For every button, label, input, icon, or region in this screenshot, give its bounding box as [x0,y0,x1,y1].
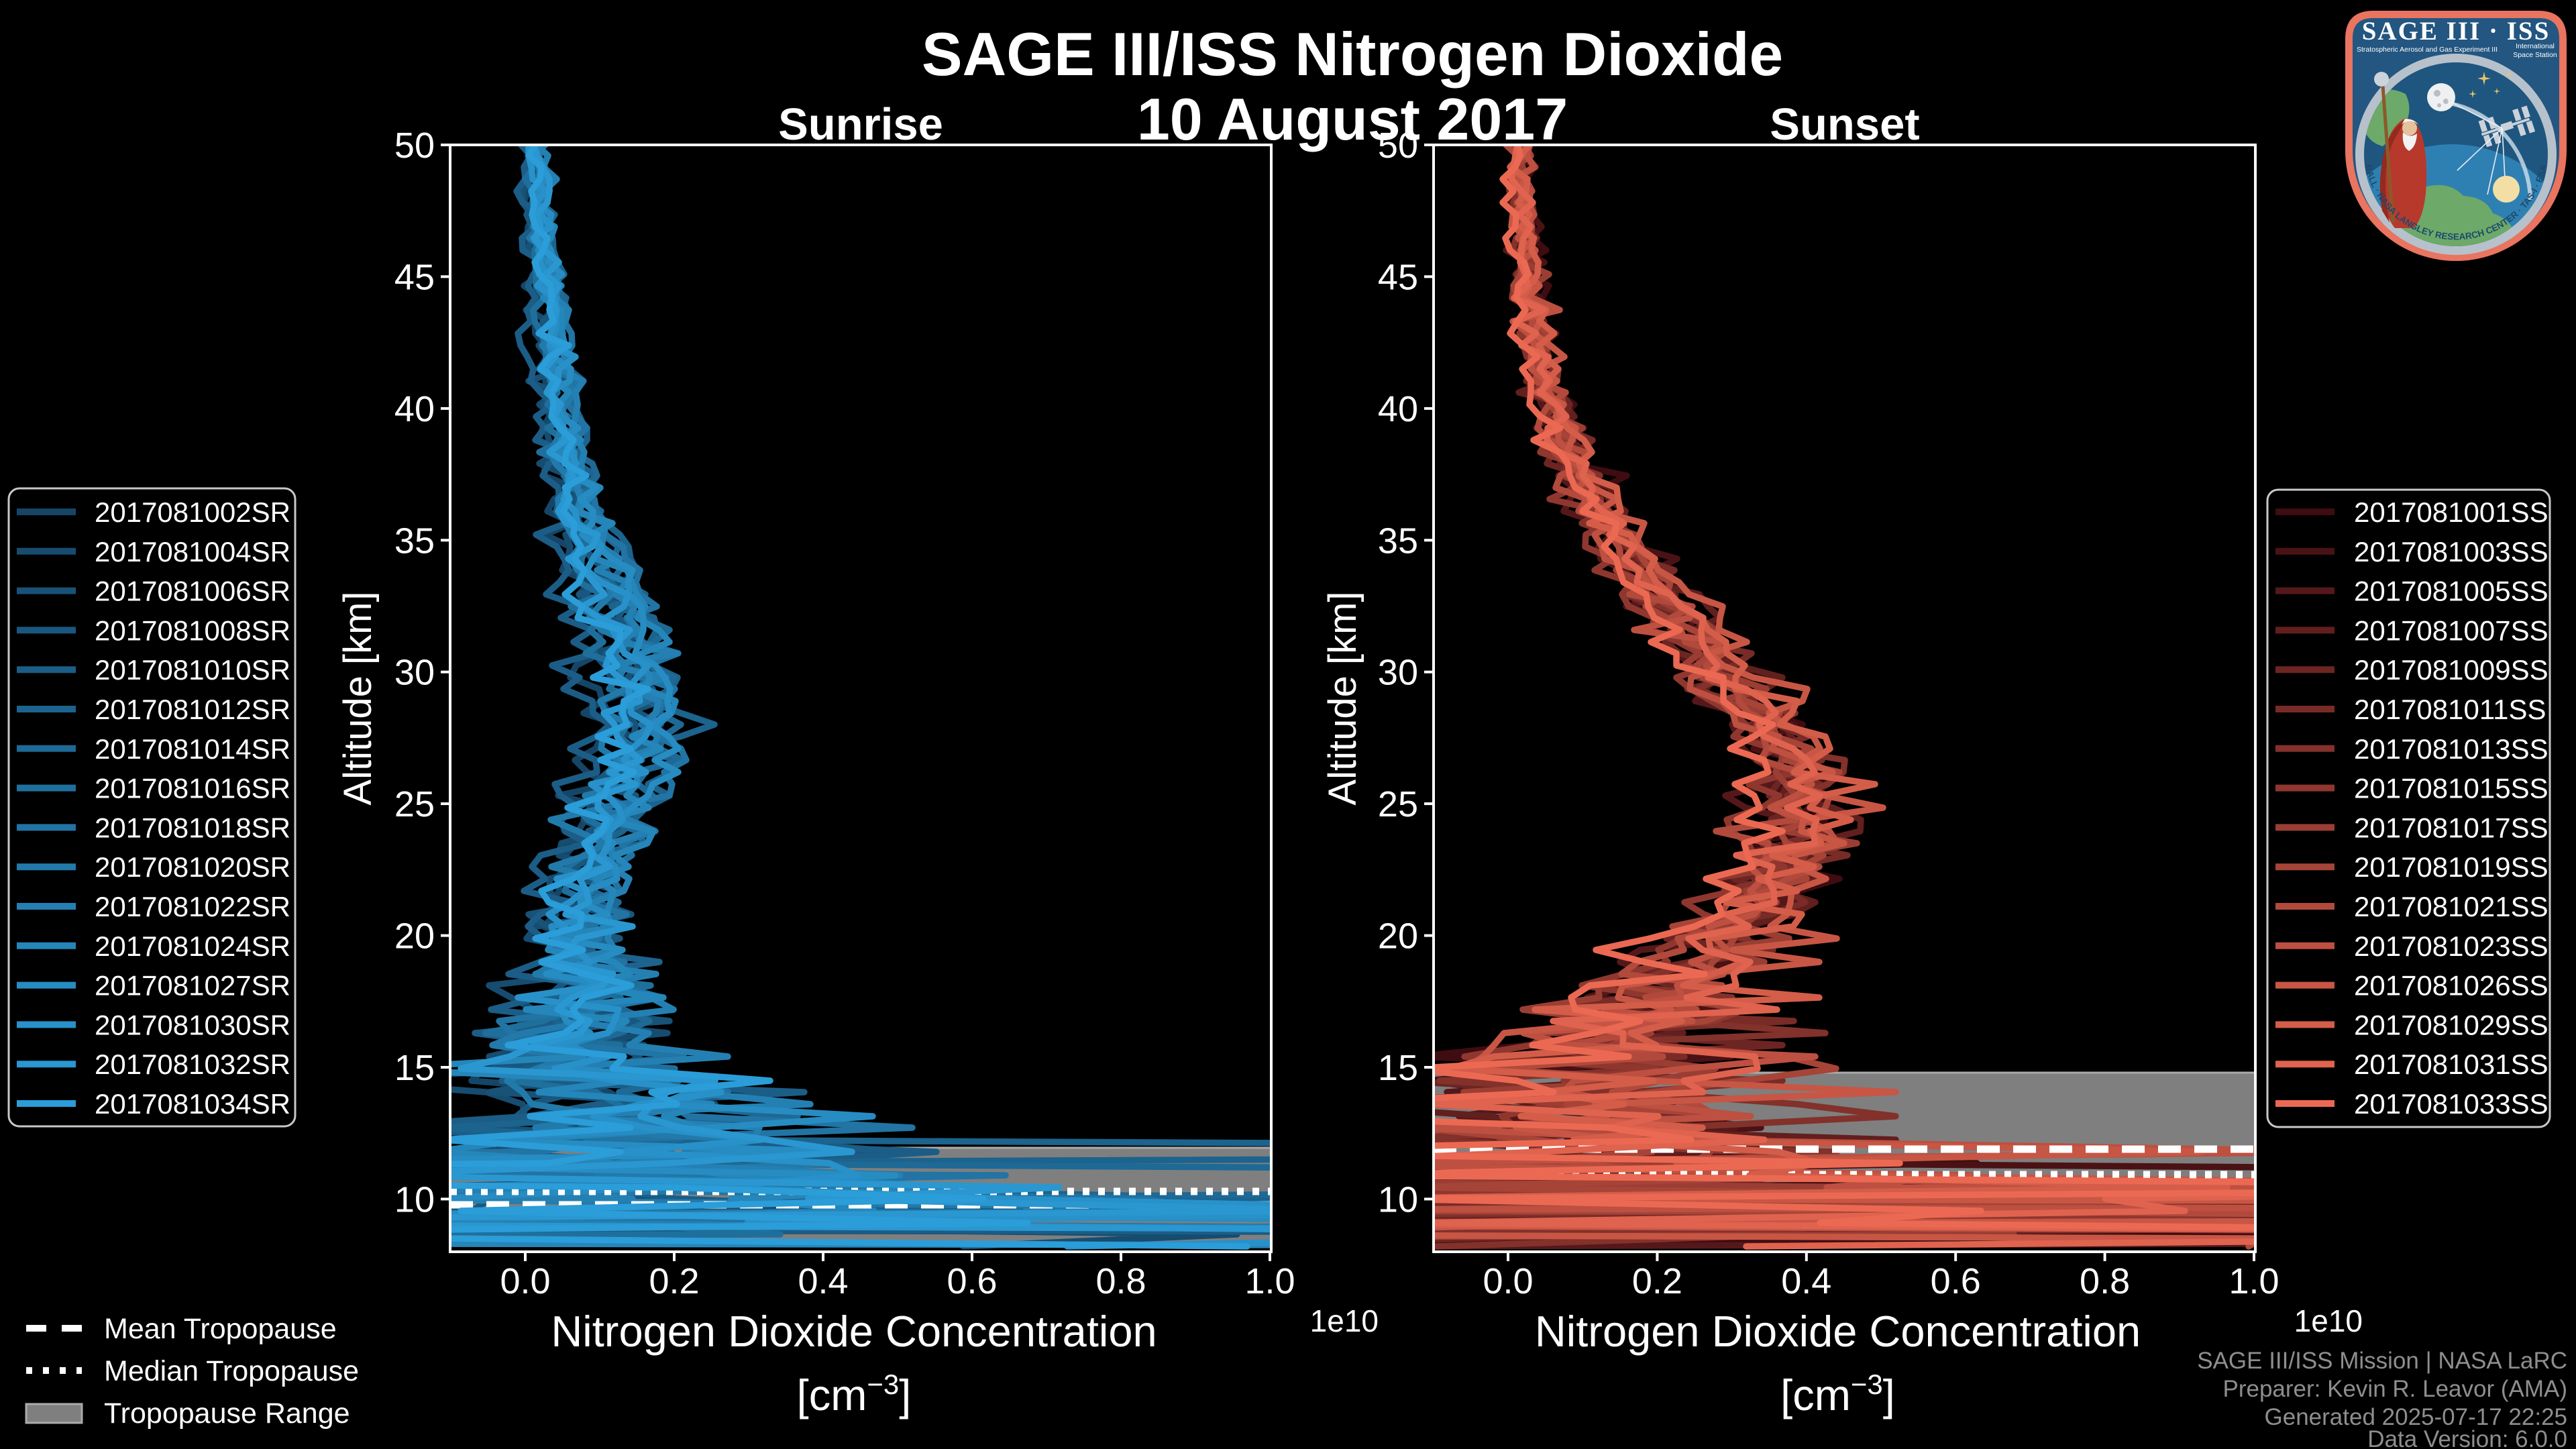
svg-text:2017081011SS: 2017081011SS [2354,694,2546,725]
svg-text:1.0: 1.0 [1244,1261,1295,1301]
svg-text:SAGE III/ISS Nitrogen Dioxide: SAGE III/ISS Nitrogen Dioxide [922,21,1783,89]
svg-text:2017081002SR: 2017081002SR [95,496,290,528]
svg-text:2017081033SS: 2017081033SS [2354,1088,2548,1120]
svg-text:International: International [2516,42,2555,50]
svg-text:2017081032SR: 2017081032SR [95,1049,290,1080]
svg-text:2017081015SS: 2017081015SS [2354,773,2548,804]
svg-text:0.2: 0.2 [1632,1261,1682,1301]
svg-text:35: 35 [394,521,435,561]
svg-text:50: 50 [394,125,435,166]
svg-text:0.8: 0.8 [2080,1261,2130,1301]
svg-text:2017081005SS: 2017081005SS [2354,576,2548,607]
svg-text:2017081020SR: 2017081020SR [95,851,290,883]
svg-text:Data Version: 6.0.0: Data Version: 6.0.0 [2367,1426,2567,1449]
svg-text:0.6: 0.6 [1931,1261,1981,1301]
svg-text:2017081024SR: 2017081024SR [95,930,290,962]
svg-text:0.4: 0.4 [1781,1261,1831,1301]
svg-text:50: 50 [1378,125,1418,166]
svg-text:45: 45 [1378,257,1418,297]
svg-text:1e10: 1e10 [1310,1303,1379,1338]
svg-text:2017081034SR: 2017081034SR [95,1088,290,1120]
svg-text:Median Tropopause: Median Tropopause [104,1355,359,1387]
svg-text:2017081018SR: 2017081018SR [95,812,290,843]
svg-text:0.6: 0.6 [947,1261,997,1301]
svg-text:30: 30 [1378,653,1418,693]
svg-text:SAGE III/ISS Mission | NASA La: SAGE III/ISS Mission | NASA LaRC [2197,1348,2567,1374]
svg-text:30: 30 [394,653,435,693]
svg-text:20: 20 [394,916,435,957]
svg-text:1e10: 1e10 [2294,1303,2363,1338]
svg-text:2017081021SS: 2017081021SS [2354,891,2548,922]
svg-text:Altitude [km]: Altitude [km] [1321,591,1364,805]
svg-text:2017081017SS: 2017081017SS [2354,812,2548,843]
svg-text:2017081030SR: 2017081030SR [95,1009,290,1040]
svg-text:Preparer: Kevin R. Leavor (AMA: Preparer: Kevin R. Leavor (AMA) [2222,1376,2567,1402]
svg-text:15: 15 [1378,1048,1418,1088]
svg-text:0.0: 0.0 [500,1261,550,1301]
svg-text:2017081027SR: 2017081027SR [95,970,290,1002]
svg-text:Nitrogen Dioxide Concentration: Nitrogen Dioxide Concentration [551,1307,1157,1356]
svg-text:2017081004SR: 2017081004SR [95,536,290,568]
svg-text:2017081012SR: 2017081012SR [95,694,290,725]
svg-text:Tropopause Range: Tropopause Range [104,1397,350,1430]
svg-text:45: 45 [394,257,435,297]
svg-text:10: 10 [1378,1179,1418,1220]
svg-text:10: 10 [394,1179,435,1220]
svg-text:2017081010SR: 2017081010SR [95,654,290,686]
svg-text:0.8: 0.8 [1095,1261,1146,1301]
svg-text:15: 15 [394,1048,435,1088]
svg-text:Sunrise: Sunrise [778,99,943,150]
svg-text:2017081026SS: 2017081026SS [2354,970,2548,1002]
svg-text:2017081031SS: 2017081031SS [2354,1049,2548,1080]
svg-text:2017081008SR: 2017081008SR [95,614,290,646]
svg-text:SAGE III · ISS: SAGE III · ISS [2362,17,2551,46]
svg-text:0.4: 0.4 [798,1261,848,1301]
svg-text:2017081023SS: 2017081023SS [2354,930,2548,962]
svg-text:0.2: 0.2 [649,1261,699,1301]
svg-text:2017081013SS: 2017081013SS [2354,733,2548,765]
svg-text:10 August 2017: 10 August 2017 [1137,86,1568,152]
svg-text:35: 35 [1378,521,1418,561]
svg-text:Nitrogen Dioxide Concentration: Nitrogen Dioxide Concentration [1535,1307,2141,1356]
svg-text:Mean Tropopause: Mean Tropopause [104,1313,337,1345]
svg-text:2017081029SS: 2017081029SS [2354,1009,2548,1040]
svg-text:2017081022SR: 2017081022SR [95,891,290,922]
svg-text:2017081019SS: 2017081019SS [2354,851,2548,883]
svg-text:Generated 2025-07-17 22:25: Generated 2025-07-17 22:25 [2265,1404,2567,1430]
svg-text:25: 25 [1378,784,1418,824]
svg-text:2017081016SR: 2017081016SR [95,773,290,804]
svg-text:25: 25 [394,784,435,824]
svg-text:Altitude [km]: Altitude [km] [336,591,380,805]
svg-text:0.0: 0.0 [1483,1261,1533,1301]
svg-text:1.0: 1.0 [2229,1261,2279,1301]
svg-text:2017081001SS: 2017081001SS [2354,496,2548,528]
svg-text:Stratospheric Aerosol and Gas: Stratospheric Aerosol and Gas Experiment… [2357,46,2498,54]
svg-text:Sunset: Sunset [1770,99,1919,150]
svg-text:Space Station: Space Station [2513,51,2557,59]
svg-text:2017081003SS: 2017081003SS [2354,536,2548,568]
svg-text:2017081009SS: 2017081009SS [2354,654,2548,686]
svg-text:40: 40 [1378,389,1418,429]
svg-text:2017081007SS: 2017081007SS [2354,614,2548,646]
svg-text:20: 20 [1378,916,1418,957]
svg-text:2017081014SR: 2017081014SR [95,733,290,765]
svg-text:2017081006SR: 2017081006SR [95,576,290,607]
svg-text:40: 40 [394,389,435,429]
